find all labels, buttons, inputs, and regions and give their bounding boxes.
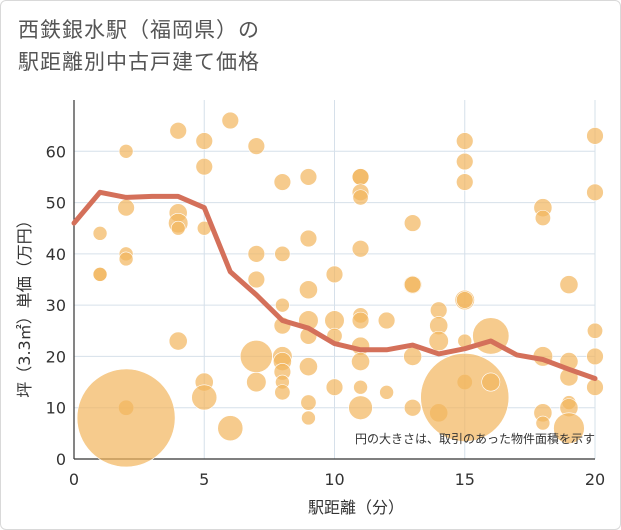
tick-labels: 0 10 20 30 40 50 60 0 5 10 15 20 — [46, 142, 606, 489]
data-bubble — [456, 291, 474, 309]
y-tick-label: 30 — [46, 296, 66, 315]
data-bubble — [403, 399, 422, 417]
data-bubble — [403, 275, 422, 294]
data-bubble — [92, 267, 108, 282]
data-bubble — [301, 410, 316, 426]
data-bubble — [586, 347, 604, 366]
data-bubble — [324, 310, 345, 331]
data-bubble — [300, 394, 317, 411]
data-bubble — [377, 311, 396, 330]
data-bubble — [168, 331, 188, 351]
data-bubble — [118, 251, 134, 267]
data-bubble — [586, 378, 604, 396]
data-bubble — [191, 384, 218, 411]
data-bubble — [195, 132, 213, 150]
y-tick-label: 10 — [46, 399, 66, 418]
data-bubble — [403, 347, 423, 366]
data-bubble — [217, 415, 244, 442]
data-bubble — [559, 275, 579, 295]
data-bubble — [275, 297, 290, 313]
data-bubble — [246, 371, 267, 393]
data-bubble — [325, 378, 344, 396]
data-bubble — [353, 379, 368, 395]
data-bubble — [481, 372, 501, 392]
data-bubble — [239, 340, 273, 373]
data-bubble — [586, 322, 603, 339]
y-tick-label: 40 — [46, 245, 66, 264]
data-bubble — [352, 189, 369, 206]
data-bubble — [420, 353, 510, 442]
data-bubble — [76, 368, 176, 468]
data-bubble — [299, 168, 318, 186]
data-bubble — [348, 395, 373, 420]
data-bubble — [553, 412, 585, 444]
data-bubble — [403, 214, 422, 232]
data-bubble — [325, 265, 344, 284]
x-tick-label: 10 — [324, 470, 344, 489]
x-tick-label: 20 — [585, 470, 605, 489]
trend-line — [71, 189, 598, 381]
data-bubble — [170, 220, 186, 236]
data-bubble — [299, 229, 318, 248]
chart-title-line1: 西鉄銀水駅（福岡県）の — [18, 18, 260, 42]
bubble-layer — [76, 111, 604, 468]
data-bubble — [117, 199, 135, 217]
y-tick-label: 0 — [56, 450, 66, 469]
data-bubble — [456, 132, 474, 150]
data-bubble — [586, 127, 604, 145]
data-bubble — [92, 226, 108, 241]
x-tick-label: 0 — [69, 470, 79, 489]
x-tick-label: 15 — [455, 470, 475, 489]
data-bubble — [221, 111, 240, 130]
trend-layer — [71, 189, 598, 381]
data-bubble — [430, 301, 448, 319]
y-tick-label: 60 — [46, 142, 66, 161]
data-bubble — [534, 209, 551, 226]
data-bubble — [118, 143, 134, 159]
y-tick-label: 50 — [46, 194, 66, 213]
data-bubble — [273, 173, 292, 191]
data-bubble — [351, 311, 370, 330]
data-bubble — [247, 270, 266, 289]
data-bubble — [456, 173, 474, 191]
data-bubble — [247, 245, 266, 263]
y-axis-title: 坪（3.3㎡）単価（万円） — [15, 212, 34, 397]
data-bubble — [351, 168, 370, 186]
data-bubble — [169, 122, 187, 140]
data-bubble — [456, 152, 474, 171]
data-bubble — [428, 330, 449, 352]
data-bubble — [274, 384, 291, 401]
chart-title-line2: 駅距離別中古戸建て価格 — [18, 50, 260, 74]
x-tick-label: 5 — [199, 470, 209, 489]
data-bubble — [351, 352, 370, 371]
data-bubble — [247, 137, 266, 155]
data-bubble — [195, 157, 213, 176]
chart-title: 西鉄銀水駅（福岡県）の 駅距離別中古戸建て価格 — [18, 14, 260, 78]
data-bubble — [586, 183, 604, 202]
data-bubble — [351, 240, 370, 258]
grid-lines — [73, 100, 596, 460]
data-bubble — [274, 245, 291, 262]
bubble-size-note: 円の大きさは、取引のあった物件面積を示す — [355, 431, 595, 446]
data-bubble — [379, 385, 394, 400]
data-bubble — [299, 280, 318, 300]
data-bubble — [535, 415, 551, 431]
data-bubble — [299, 357, 318, 377]
x-axis-title: 駅距離（分） — [308, 498, 404, 517]
y-tick-label: 20 — [46, 347, 66, 366]
